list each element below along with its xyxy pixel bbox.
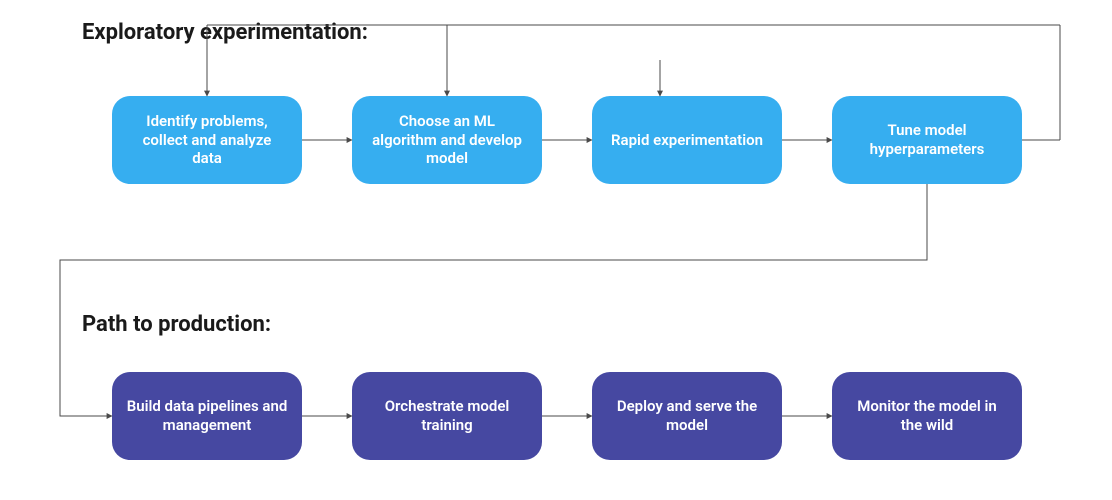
node-deploy-serve: Deploy and serve the model [592, 372, 782, 460]
node-label: Orchestrate model training [366, 397, 528, 435]
node-identify-problems: Identify problems, collect and analyze d… [112, 96, 302, 184]
node-label: Deploy and serve the model [606, 397, 768, 435]
node-orchestrate-training: Orchestrate model training [352, 372, 542, 460]
node-build-pipelines: Build data pipelines and management [112, 372, 302, 460]
node-label: Tune model hyperparameters [846, 121, 1008, 159]
node-monitor-wild: Monitor the model in the wild [832, 372, 1022, 460]
node-label: Choose an ML algorithm and develop model [366, 112, 528, 168]
node-tune-hyperparameters: Tune model hyperparameters [832, 96, 1022, 184]
node-rapid-experimentation: Rapid experimentation [592, 96, 782, 184]
section-title-exploratory: Exploratory experimentation: [82, 20, 368, 45]
node-label: Monitor the model in the wild [846, 397, 1008, 435]
node-label: Rapid experimentation [611, 131, 763, 150]
section-title-production: Path to production: [82, 312, 271, 337]
node-label: Identify problems, collect and analyze d… [126, 112, 288, 168]
node-label: Build data pipelines and management [126, 397, 288, 435]
node-choose-algorithm: Choose an ML algorithm and develop model [352, 96, 542, 184]
